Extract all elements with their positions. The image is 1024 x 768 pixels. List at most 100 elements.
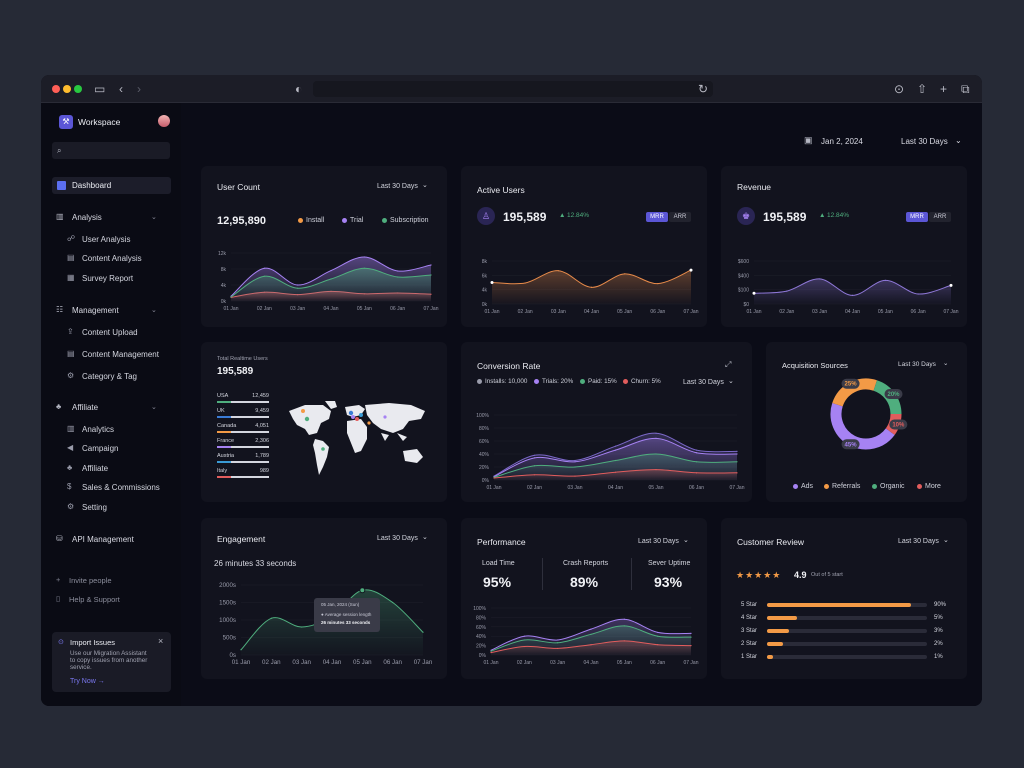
data-point[interactable] xyxy=(690,632,692,634)
data-point[interactable] xyxy=(657,631,659,634)
data-point[interactable] xyxy=(422,631,424,633)
data-point[interactable] xyxy=(690,636,692,638)
nav-group-affiliate[interactable]: Affiliate xyxy=(72,403,99,412)
data-point[interactable] xyxy=(623,618,625,620)
try-now-link[interactable]: Try Now → xyxy=(70,678,105,685)
sidebar-item-content-management[interactable]: Content Management xyxy=(82,350,159,359)
data-point[interactable] xyxy=(301,626,303,628)
nav-group-analysis[interactable]: Analysis xyxy=(72,213,102,222)
new-tab-icon[interactable]: + xyxy=(940,82,948,96)
data-point[interactable] xyxy=(263,275,265,277)
country-row[interactable]: UK 9,459 xyxy=(217,408,269,420)
data-point[interactable] xyxy=(736,461,738,463)
close-window-button[interactable] xyxy=(52,85,60,93)
data-point[interactable] xyxy=(557,639,559,641)
chevron-down-icon[interactable]: ⌄ xyxy=(422,534,428,541)
data-point[interactable] xyxy=(655,432,657,434)
share-icon[interactable]: ⇧ xyxy=(917,82,928,96)
data-point[interactable] xyxy=(270,617,272,619)
chevron-down-icon[interactable]: ⌄ xyxy=(151,307,157,314)
data-point[interactable] xyxy=(557,642,559,644)
data-point[interactable] xyxy=(574,466,576,468)
privacy-shield-icon[interactable]: ◐ xyxy=(295,82,303,96)
data-point[interactable] xyxy=(574,459,576,462)
help-support-link[interactable]: Help & Support xyxy=(69,595,120,604)
donut-slice[interactable] xyxy=(830,403,895,450)
sidebar-item-affiliate[interactable]: Affiliate xyxy=(82,464,109,473)
data-point[interactable] xyxy=(397,276,399,278)
forward-icon[interactable]: › xyxy=(137,82,141,96)
data-point[interactable] xyxy=(736,472,738,474)
data-point[interactable] xyxy=(523,645,525,648)
sidebar-item-survey-report[interactable]: Survey Report xyxy=(82,274,134,283)
data-point[interactable] xyxy=(363,256,365,258)
sidebar-item-user-analysis[interactable]: User Analysis xyxy=(82,235,131,244)
range-dropdown[interactable]: Last 30 Days xyxy=(377,535,418,542)
data-point[interactable] xyxy=(655,437,657,439)
download-icon[interactable]: ⊙ xyxy=(894,82,905,96)
data-point[interactable] xyxy=(523,635,525,637)
expand-icon[interactable]: ⤢ xyxy=(725,360,732,369)
chevron-down-icon[interactable]: ⌄ xyxy=(683,537,689,544)
data-point[interactable] xyxy=(614,449,617,451)
data-point[interactable] xyxy=(574,461,576,463)
data-point[interactable] xyxy=(695,449,698,451)
data-point[interactable] xyxy=(657,282,659,285)
sidebar-item-content-analysis[interactable]: Content Analysis xyxy=(82,254,142,263)
data-point[interactable] xyxy=(695,452,698,454)
data-point[interactable] xyxy=(590,633,592,635)
sidebar-item-campaign[interactable]: Campaign xyxy=(82,444,119,453)
data-point[interactable] xyxy=(557,647,559,650)
mrr-toggle[interactable]: MRR xyxy=(646,212,668,222)
range-dropdown[interactable]: Last 30 Days xyxy=(683,379,724,386)
data-point[interactable] xyxy=(657,644,659,646)
sidebar-item-category-tag[interactable]: Category & Tag xyxy=(82,372,137,381)
chevron-down-icon[interactable]: ⌄ xyxy=(151,404,157,411)
data-point[interactable] xyxy=(397,270,399,272)
sidebar-item-dashboard[interactable]: Dashboard xyxy=(52,177,171,194)
reload-icon[interactable]: ↻ xyxy=(698,82,709,96)
data-point[interactable] xyxy=(655,453,657,455)
search-input[interactable]: ⌕ xyxy=(52,142,170,159)
sidebar-item-content-upload[interactable]: Content Upload xyxy=(82,328,138,337)
data-point[interactable] xyxy=(240,649,242,651)
data-point[interactable] xyxy=(623,625,625,627)
data-point[interactable] xyxy=(263,267,265,269)
data-point[interactable] xyxy=(590,628,592,630)
range-dropdown[interactable]: Last 30 Days xyxy=(898,361,936,368)
date-picker[interactable]: Jan 2, 2024 xyxy=(821,137,863,146)
data-point[interactable] xyxy=(851,294,854,296)
data-point[interactable] xyxy=(614,459,617,462)
chevron-down-icon[interactable]: ⌄ xyxy=(151,214,157,221)
data-point[interactable] xyxy=(624,273,626,275)
data-point[interactable] xyxy=(695,461,698,463)
data-point[interactable] xyxy=(657,635,659,637)
data-point[interactable] xyxy=(917,293,919,295)
data-point[interactable] xyxy=(430,274,432,276)
range-dropdown[interactable]: Last 30 Days xyxy=(638,538,679,545)
data-point[interactable] xyxy=(533,474,536,476)
range-dropdown[interactable]: Last 30 Days xyxy=(898,538,939,545)
data-point[interactable] xyxy=(533,465,536,467)
data-point[interactable] xyxy=(786,290,788,292)
data-point[interactable] xyxy=(430,264,432,266)
tabs-overview-icon[interactable]: ⧉ xyxy=(961,82,970,96)
sidebar-item-setting[interactable]: Setting xyxy=(82,503,107,512)
country-row[interactable]: France 2,306 xyxy=(217,438,269,450)
data-point[interactable] xyxy=(736,453,738,455)
data-point[interactable] xyxy=(230,296,232,298)
arr-toggle[interactable]: ARR xyxy=(929,212,951,222)
data-point[interactable] xyxy=(884,279,886,281)
arr-toggle[interactable]: ARR xyxy=(669,212,691,222)
data-point[interactable] xyxy=(493,477,495,479)
data-point[interactable] xyxy=(690,645,692,647)
nav-group-management[interactable]: Management xyxy=(72,306,119,315)
data-point[interactable] xyxy=(655,469,657,471)
country-row[interactable]: USA 12,459 xyxy=(217,393,269,405)
data-point[interactable] xyxy=(695,472,698,474)
data-point[interactable] xyxy=(523,639,525,641)
avatar[interactable] xyxy=(158,115,170,127)
sidebar-toggle-icon[interactable]: ▭ xyxy=(94,82,106,96)
data-point[interactable] xyxy=(297,284,299,286)
address-bar[interactable] xyxy=(313,81,713,97)
